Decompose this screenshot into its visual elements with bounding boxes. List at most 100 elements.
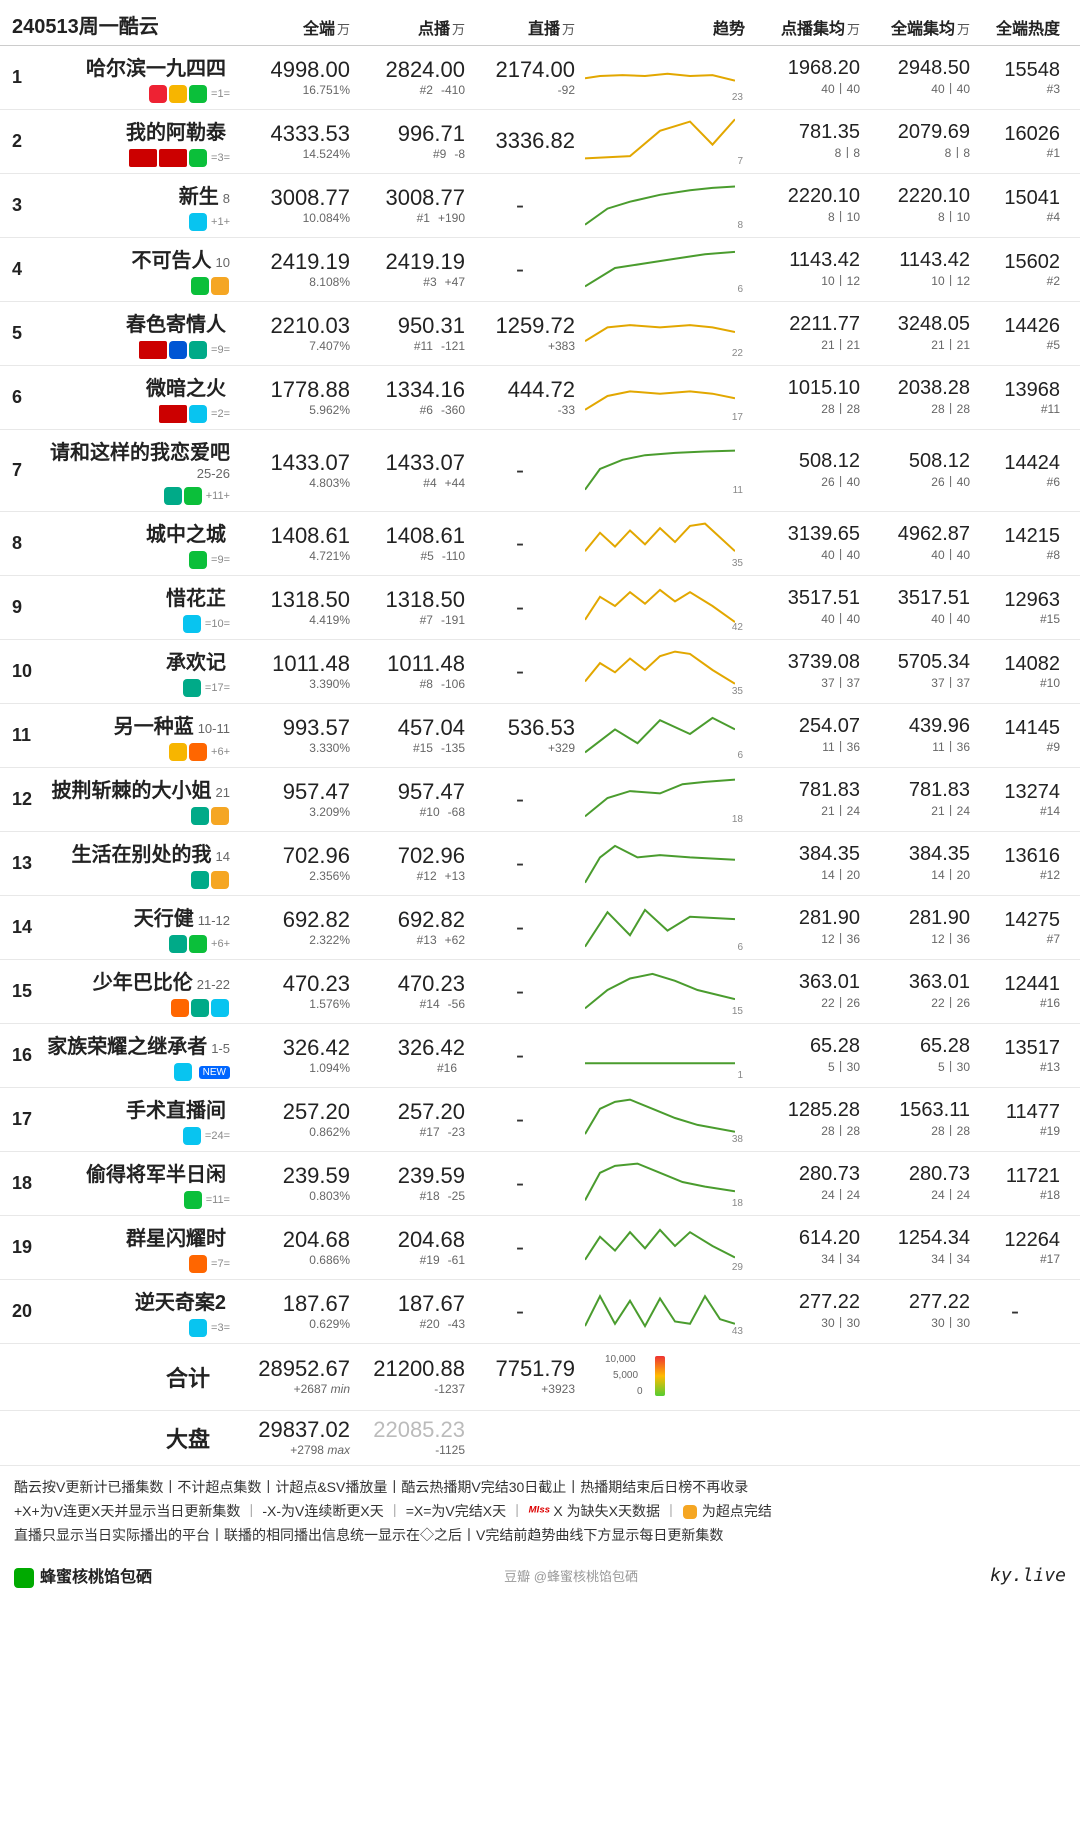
table-row: 12 披荆斩棘的大小姐21 957.473.209% 957.47#10-68 … (0, 768, 1080, 832)
title-cell: 披荆斩棘的大小姐21 (40, 774, 230, 825)
cctv8-icon (159, 405, 187, 423)
rank-number: 16 (12, 1045, 40, 1066)
trend-sparkline: 8 (575, 181, 745, 231)
table-row: 11 另一种蓝10-11 +6+ 993.573.330% 457.04#15-… (0, 704, 1080, 768)
title-cell: 惜花芷 =10= (40, 582, 230, 633)
title-cell: 城中之城 =9= (40, 518, 230, 569)
table-row: 15 少年巴比伦21-22 470.231.576% 470.23#14-56 … (0, 960, 1080, 1024)
rank-number: 20 (12, 1301, 40, 1322)
title-cell: 哈尔滨一九四四 =1= (40, 52, 230, 103)
title-cell: 新生8 +1+ (40, 180, 230, 231)
tx-icon (189, 341, 207, 359)
title-cell: 不可告人10 (40, 244, 230, 295)
rank-number: 3 (12, 195, 40, 216)
title-cell: 家族荣耀之继承者1-5 NEW (40, 1030, 230, 1081)
mg-icon (171, 999, 189, 1017)
hunan-icon (169, 743, 187, 761)
title-cell: 少年巴比伦21-22 (40, 966, 230, 1017)
table-row: 6 微暗之火 =2= 1778.885.962% 1334.16#6-360 4… (0, 366, 1080, 430)
yy-icon (211, 807, 229, 825)
footer-bar: 蜂蜜核桃馅包硒 豆瓣 @蜂蜜核桃馅包硒 ky.live (0, 1557, 1080, 1598)
iqiyi-icon (189, 935, 207, 953)
trend-sparkline (575, 839, 745, 889)
iqiyi-icon (184, 1191, 202, 1209)
tx-icon (191, 807, 209, 825)
trend-sparkline: 15 (575, 967, 745, 1017)
table-row: 3 新生8 +1+ 3008.7710.084% 3008.77#1+190 -… (0, 174, 1080, 238)
tx-icon (164, 487, 182, 505)
table-row: 1 哈尔滨一九四四 =1= 4998.0016.751% 2824.00#2-4… (0, 46, 1080, 110)
trend-sparkline: 7 (575, 117, 745, 167)
tx-icon (169, 935, 187, 953)
trend-sparkline: 35 (575, 647, 745, 697)
mg-icon (189, 743, 207, 761)
rank-number: 5 (12, 323, 40, 344)
table-row: 2 我的阿勒泰 =3= 4333.5314.524% 996.71#9-8 33… (0, 110, 1080, 174)
yy-icon (211, 277, 229, 295)
table-row: 17 手术直播间 =24= 257.200.862% 257.20#17-23 … (0, 1088, 1080, 1152)
iqiyi-icon (189, 85, 207, 103)
rank-number: 6 (12, 387, 40, 408)
iqiyi-icon (189, 149, 207, 167)
title-cell: 我的阿勒泰 =3= (40, 116, 230, 167)
title-cell: 请和这样的我恋爱吧25-26 +11+ (40, 436, 230, 505)
trend-sparkline: 6 (575, 711, 745, 761)
data-rows: 1 哈尔滨一九四四 =1= 4998.0016.751% 2824.00#2-4… (0, 46, 1080, 1344)
trend-sparkline: 35 (575, 519, 745, 569)
rank-number: 17 (12, 1109, 40, 1130)
trend-sparkline: 18 (575, 775, 745, 825)
table-row: 18 偷得将军半日闲 =11= 239.590.803% 239.59#18-2… (0, 1152, 1080, 1216)
table-row: 5 春色寄情人 =9= 2210.037.407% 950.31#11-121 … (0, 302, 1080, 366)
youku-icon (189, 1319, 207, 1337)
zj-icon (169, 341, 187, 359)
tx-icon (191, 999, 209, 1017)
trend-sparkline: 1 (575, 1031, 745, 1081)
youku-icon (183, 615, 201, 633)
youku-icon (174, 1063, 192, 1081)
title-cell: 手术直播间 =24= (40, 1094, 230, 1145)
rank-number: 11 (12, 725, 40, 746)
trend-sparkline: 42 (575, 583, 745, 633)
dragon-icon (149, 85, 167, 103)
rank-number: 2 (12, 131, 40, 152)
rank-number: 9 (12, 597, 40, 618)
rank-number: 1 (12, 67, 40, 88)
trend-sparkline: 11 (575, 446, 745, 496)
table-row: 20 逆天奇案2 =3= 187.670.629% 187.67#20-43 -… (0, 1280, 1080, 1344)
youku-icon (211, 999, 229, 1017)
title-cell: 群星闪耀时 =7= (40, 1222, 230, 1273)
tx-icon (191, 871, 209, 889)
cctv1-icon (129, 149, 157, 167)
date-title: 240513周一酷云 (12, 10, 230, 39)
cctv8-icon (159, 149, 187, 167)
yy-icon (211, 871, 229, 889)
title-cell: 承欢记 =17= (40, 646, 230, 697)
table-row: 4 不可告人10 2419.198.108% 2419.19#3+47 - 6 … (0, 238, 1080, 302)
table-row: 7 请和这样的我恋爱吧25-26 +11+ 1433.074.803% 1433… (0, 430, 1080, 512)
trend-sparkline: 6 (575, 245, 745, 295)
trend-sparkline: 18 (575, 1159, 745, 1209)
footer-notes: 酷云按V更新计已播集数丨不计超点集数丨计超点&SV播放量丨酷云热播期V完结30日… (0, 1466, 1080, 1557)
rank-number: 10 (12, 661, 40, 682)
trend-sparkline: 38 (575, 1095, 745, 1145)
rank-number: 13 (12, 853, 40, 874)
youku-icon (189, 213, 207, 231)
gradient-legend: 10,000 5,000 0 (575, 1352, 745, 1402)
table-header: 240513周一酷云 全端万 点播万 直播万 趋势 点播集均万 全端集均万 全端… (0, 0, 1080, 46)
table-row: 16 家族荣耀之继承者1-5 NEW 326.421.094% 326.42#1… (0, 1024, 1080, 1088)
title-cell: 生活在别处的我14 (40, 838, 230, 889)
cctv8-icon (139, 341, 167, 359)
table-row: 13 生活在别处的我14 702.962.356% 702.96#12+13 -… (0, 832, 1080, 896)
title-cell: 另一种蓝10-11 +6+ (40, 710, 230, 761)
title-cell: 逆天奇案2 =3= (40, 1286, 230, 1337)
total-dapan: 大盘 29837.02+2798 max 22085.23-1125 (0, 1411, 1080, 1466)
trend-sparkline: 17 (575, 373, 745, 423)
rank-number: 12 (12, 789, 40, 810)
table-row: 8 城中之城 =9= 1408.614.721% 1408.61#5-110 -… (0, 512, 1080, 576)
table-row: 10 承欢记 =17= 1011.483.390% 1011.48#8-106 … (0, 640, 1080, 704)
iqiyi-icon (191, 277, 209, 295)
trend-sparkline: 43 (575, 1287, 745, 1337)
douban-icon (14, 1568, 34, 1588)
rank-number: 14 (12, 917, 40, 938)
total-heji: 合计 28952.67+2687 min 21200.88-1237 7751.… (0, 1344, 1080, 1411)
